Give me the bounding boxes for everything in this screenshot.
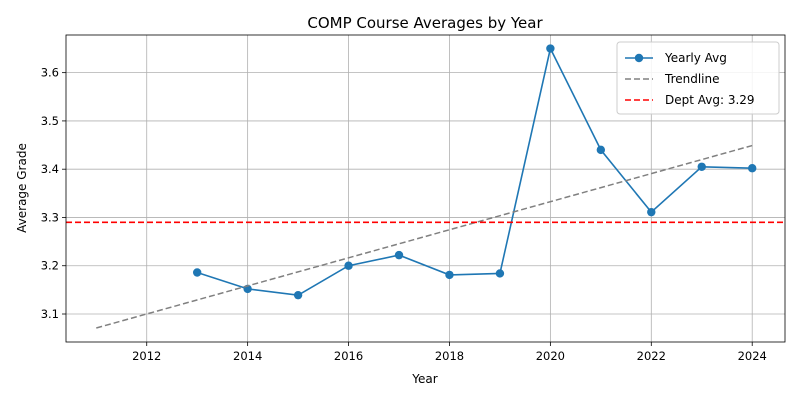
y-tick-label: 3.2	[41, 259, 59, 273]
legend: Yearly Avg Trendline Dept Avg: 3.29	[617, 42, 779, 114]
legend-marker	[635, 54, 643, 62]
y-tick-label: 3.3	[41, 210, 59, 224]
yearly-average-point	[597, 146, 605, 154]
x-tick-label: 2014	[233, 349, 262, 363]
yearly-average-point	[698, 163, 706, 171]
legend-label: Dept Avg: 3.29	[665, 93, 755, 107]
yearly-average-point	[496, 269, 504, 277]
yearly-average-point	[647, 208, 655, 216]
y-tick-label: 3.6	[41, 66, 59, 80]
legend-label: Trendline	[664, 72, 720, 86]
chart-title: COMP Course Averages by Year	[307, 14, 543, 32]
x-tick-label: 2022	[637, 349, 666, 363]
yearly-average-point	[395, 251, 403, 259]
y-tick-label: 3.5	[41, 114, 59, 128]
x-tick-label: 2012	[132, 349, 161, 363]
yearly-average-point	[344, 262, 352, 270]
x-tick-label: 2018	[435, 349, 464, 363]
legend-label: Yearly Avg	[664, 51, 727, 65]
y-axis-label: Average Grade	[15, 143, 29, 233]
yearly-average-point	[546, 44, 554, 52]
x-tick-label: 2020	[536, 349, 565, 363]
yearly-average-point	[445, 271, 453, 279]
x-axis-label: Year	[411, 372, 437, 386]
y-tick-label: 3.4	[41, 162, 59, 176]
yearly-average-point	[193, 268, 201, 276]
y-tick-label: 3.1	[41, 307, 59, 321]
yearly-average-point	[294, 291, 302, 299]
yearly-average-point	[748, 164, 756, 172]
x-tick-label: 2016	[334, 349, 363, 363]
x-tick-label: 2024	[738, 349, 767, 363]
